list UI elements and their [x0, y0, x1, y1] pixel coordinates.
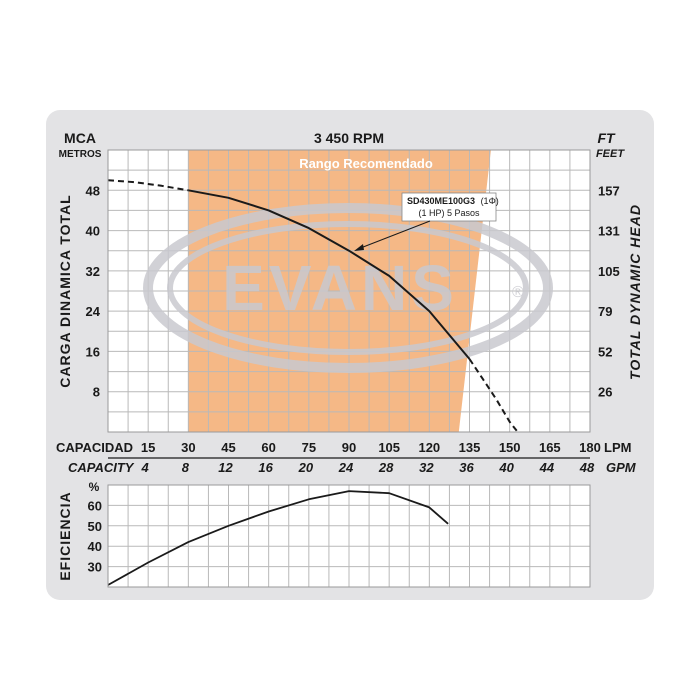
x-tick-lpm: 150	[499, 440, 521, 455]
recommended-range-label: Rango Recomendado	[299, 156, 433, 171]
left-axis-title: CARGA DINAMICA TOTAL	[57, 194, 73, 387]
x-tick-gpm: 16	[258, 460, 273, 475]
x-tick-lpm: 15	[141, 440, 155, 455]
y-tick-right: 105	[598, 264, 620, 279]
annotation-leader	[357, 220, 431, 250]
annotation-arrowhead	[354, 244, 364, 251]
efficiency-y-ticks: 60 50 40 30	[88, 498, 102, 574]
y-tick-right: 131	[598, 224, 620, 239]
x-tick-gpm: 28	[378, 460, 394, 475]
x-tick-lpm: 90	[342, 440, 356, 455]
x-tick-gpm: 40	[498, 460, 514, 475]
annotation-box	[401, 192, 497, 222]
y-tick-right: 52	[598, 344, 612, 359]
right-unit-sublabel: FEET	[596, 148, 625, 160]
x-tick-lpm: 60	[261, 440, 275, 455]
head-curve-solid-segment	[188, 189, 471, 360]
x-tick-gpm: 20	[298, 460, 314, 475]
y-tick-right: 79	[598, 304, 612, 319]
gpm-axis-unit: GPM	[606, 460, 637, 475]
head-plot-border	[107, 149, 591, 433]
efficiency-y-tick: 30	[88, 560, 102, 575]
efficiency-plot	[107, 484, 591, 588]
efficiency-y-tick: 50	[88, 519, 102, 534]
svg-text:SD430ME100G3 (1Φ): SD430ME100G3 (1Φ)	[407, 196, 499, 206]
lpm-axis-unit: LPM	[604, 440, 631, 455]
y-tick-left: 48	[86, 183, 100, 198]
x-tick-gpm: 4	[141, 460, 150, 475]
evans-watermark: EVANS ®	[143, 203, 553, 373]
x-tick-gpm: 8	[182, 460, 190, 475]
x-tick-gpm: 24	[338, 460, 354, 475]
y-tick-right: 157	[598, 183, 620, 198]
watermark-oval-inner	[167, 221, 529, 355]
x-tick-gpm: 36	[459, 460, 474, 475]
efficiency-curve-line	[107, 490, 449, 586]
x-tick-lpm: 45	[221, 440, 235, 455]
annotation-model: SD430ME100G3	[407, 196, 475, 206]
efficiency-plot-border	[107, 484, 591, 588]
x-tick-lpm: 30	[181, 440, 195, 455]
gpm-axis-title: CAPACITY	[68, 460, 135, 475]
annotation-phase: (1Φ)	[481, 196, 499, 206]
watermark-oval-outer	[143, 203, 553, 373]
x-tick-lpm: 105	[378, 440, 400, 455]
head-curve-dashed-segment	[107, 179, 189, 192]
head-plot: EVANS ® Rango Recomendado SD430ME100G3 (…	[107, 149, 591, 433]
head-curve	[107, 179, 519, 433]
watermark-registered-mark: ®	[512, 284, 524, 301]
y-tick-left: 40	[86, 224, 100, 239]
left-unit-sublabel: METROS	[59, 149, 102, 160]
y-tick-left: 32	[86, 264, 100, 279]
lpm-axis-title: CAPACIDAD	[56, 440, 133, 455]
y-tick-left: 16	[86, 344, 100, 359]
x-tick-gpm: 44	[539, 460, 555, 475]
y-tick-right: 26	[598, 385, 612, 400]
model-annotation: SD430ME100G3 (1Φ) (1 HP) 5 Pasos	[354, 192, 499, 251]
right-unit-label: FT	[597, 130, 616, 146]
x-tick-lpm: 165	[539, 440, 561, 455]
y-tick-left: 24	[86, 304, 101, 319]
efficiency-curve	[107, 490, 449, 586]
x-tick-gpm: 32	[419, 460, 434, 475]
x-tick-lpm: 120	[418, 440, 440, 455]
x-tick-lpm: 180	[579, 440, 601, 455]
chart-title: 3 450 RPM	[314, 130, 384, 146]
annotation-detail: (1 HP) 5 Pasos	[418, 208, 480, 218]
x-tick-gpm: 12	[218, 460, 233, 475]
right-axis-title: TOTAL DYNAMIC HEAD	[627, 204, 643, 380]
efficiency-unit: %	[89, 480, 100, 494]
left-unit-label: MCA	[64, 130, 96, 146]
efficiency-axis-title: EFICIENCIA	[57, 491, 73, 580]
x-tick-lpm: 135	[459, 440, 481, 455]
head-y-ticks: 48 157 40 131 32 105 24 79 16 52 8 26	[86, 183, 620, 399]
x-tick-gpm: 48	[579, 460, 595, 475]
watermark-brand: EVANS	[222, 252, 458, 324]
y-tick-left: 8	[93, 385, 100, 400]
x-tick-lpm: 75	[302, 440, 316, 455]
x-ticks: 15 4 30 8 45 12 60 16 75 20 90 24 105 28 120 32 135 36 150…	[141, 440, 601, 475]
efficiency-y-tick: 60	[88, 498, 102, 513]
efficiency-y-tick: 40	[88, 539, 102, 554]
